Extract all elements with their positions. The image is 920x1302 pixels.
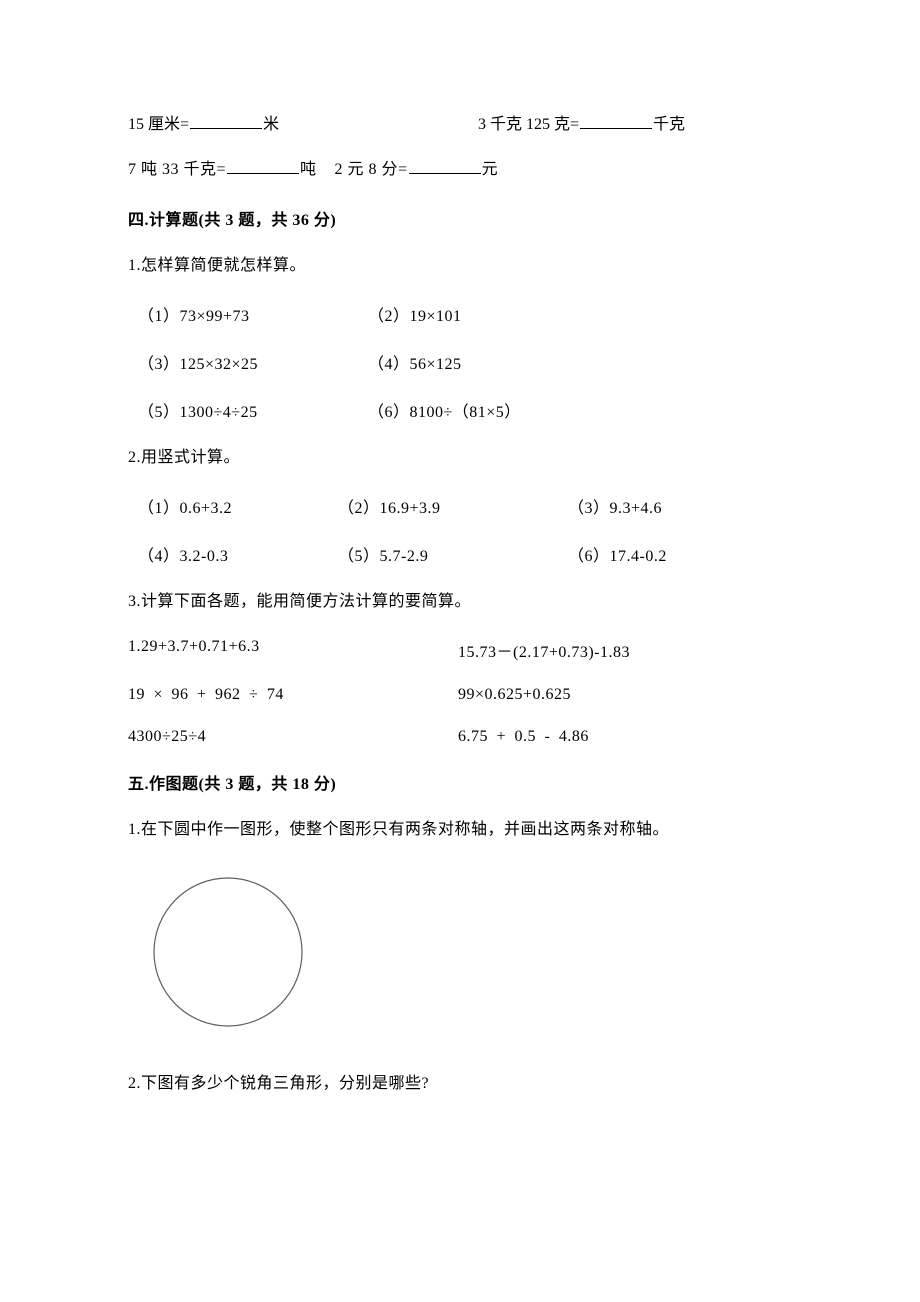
blank-line — [580, 113, 652, 129]
section4-q3-row: 1.29+3.7+0.71+6.3 15.73－(2.17+0.73)-1.83 — [128, 638, 792, 662]
section4-q3-row: 4300÷25÷4 6.75 + 0.5 - 4.86 — [128, 728, 792, 746]
calc-item: （5）1300÷4÷25 — [138, 398, 368, 422]
section4-q2-row: （4）3.2-0.3 （5）5.7-2.9 （6）17.4-0.2 — [128, 542, 792, 566]
blank-line — [227, 158, 299, 174]
calc-item: 1.29+3.7+0.71+6.3 — [128, 638, 458, 662]
fill-blank-row-1: 15 厘米= 米 3 千克 125 克= 千克 — [128, 110, 792, 134]
circle-shape — [154, 878, 302, 1026]
calc-item: （2）16.9+3.9 — [338, 494, 568, 518]
section4-title: 四.计算题(共 3 题，共 36 分) — [128, 206, 792, 230]
calc-item: （2）19×101 — [368, 302, 792, 326]
calc-item: 19 × 96 + 962 ÷ 74 — [128, 686, 458, 704]
calc-item: 99×0.625+0.625 — [458, 686, 792, 704]
section4-q1-row: （1）73×99+73 （2）19×101 — [128, 302, 792, 326]
section4-q1-stem: 1.怎样算简便就怎样算。 — [128, 254, 792, 278]
text: 米 — [263, 116, 279, 133]
blank-line — [190, 113, 262, 129]
blank-line — [409, 158, 481, 174]
calc-item: （5）5.7-2.9 — [338, 542, 568, 566]
calc-item: （4）3.2-0.3 — [138, 542, 338, 566]
fill-blank-row-2: 7 吨 33 千克= 吨 2 元 8 分= 元 — [128, 158, 792, 182]
text: 15 厘米= — [128, 116, 189, 133]
text: 千克 — [653, 116, 685, 133]
calc-item: （1）0.6+3.2 — [138, 494, 338, 518]
section5-q2-stem: 2.下图有多少个锐角三角形，分别是哪些? — [128, 1072, 792, 1096]
section4-q1-row: （3）125×32×25 （4）56×125 — [128, 350, 792, 374]
calc-item: 15.73－(2.17+0.73)-1.83 — [458, 638, 792, 662]
section4-q2-row: （1）0.6+3.2 （2）16.9+3.9 （3）9.3+4.6 — [128, 494, 792, 518]
calc-item: （6）17.4-0.2 — [568, 542, 792, 566]
calc-item: （3）125×32×25 — [138, 350, 368, 374]
text: 3 千克 125 克= — [478, 116, 579, 133]
calc-item: （3）9.3+4.6 — [568, 494, 792, 518]
section4-q3-row: 19 × 96 + 962 ÷ 74 99×0.625+0.625 — [128, 686, 792, 704]
text: 7 吨 33 千克= — [128, 161, 226, 178]
calc-item: （1）73×99+73 — [138, 302, 368, 326]
calc-item: 4300÷25÷4 — [128, 728, 458, 746]
calc-item: 6.75 + 0.5 - 4.86 — [458, 728, 792, 746]
section5-title: 五.作图题(共 3 题，共 18 分) — [128, 770, 792, 794]
section4-q2-stem: 2.用竖式计算。 — [128, 446, 792, 470]
section4-q1-row: （5）1300÷4÷25 （6）8100÷（81×5） — [128, 398, 792, 422]
circle-icon — [148, 872, 308, 1032]
calc-item: （4）56×125 — [368, 350, 792, 374]
fill-q1-left: 15 厘米= 米 — [128, 110, 478, 134]
fill-q1-right: 3 千克 125 克= 千克 — [478, 110, 792, 134]
text: 2 元 8 分= — [335, 161, 408, 178]
text: 吨 — [300, 161, 317, 178]
circle-figure — [148, 872, 792, 1032]
section5-q1-stem: 1.在下圆中作一图形，使整个图形只有两条对称轴，并画出这两条对称轴。 — [128, 818, 792, 842]
text: 元 — [482, 161, 499, 178]
section4-q3-stem: 3.计算下面各题，能用简便方法计算的要简算。 — [128, 590, 792, 614]
calc-item: （6）8100÷（81×5） — [368, 398, 792, 422]
